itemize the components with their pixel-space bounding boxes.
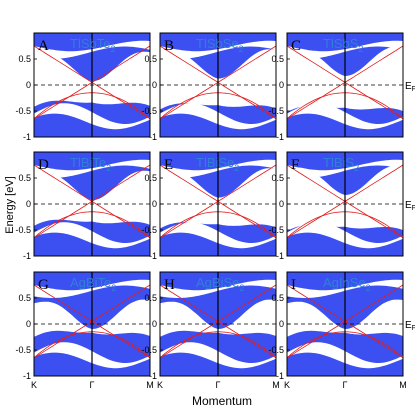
y-tick-label: -1: [149, 371, 157, 381]
y-tick-label: 0: [26, 319, 31, 329]
compound-title: TlBiSe2: [196, 155, 239, 173]
panel-label: E: [164, 157, 173, 173]
panel-label: H: [164, 277, 175, 293]
compound-title: TlBiTe2: [70, 155, 111, 173]
y-tick-label: 0: [152, 319, 157, 329]
y-tick-label: -0.5: [15, 225, 31, 235]
y-tick-label: 0: [279, 319, 284, 329]
fermi-level-label: EF: [405, 81, 415, 93]
fermi-level-subscript: F: [412, 325, 415, 332]
y-tick-label: -1: [149, 251, 157, 261]
panel-a: 0.5 0 -0.5 -1 A TlSbTe2: [15, 32, 151, 142]
panel-label: F: [291, 157, 299, 173]
y-tick-label: -0.5: [268, 345, 284, 355]
y-tick-label: -0.5: [15, 345, 31, 355]
panel-label: C: [291, 38, 301, 54]
panel-h: 0.5 0 -0.5 -1 H AgBiSe2 K Γ M: [141, 271, 280, 390]
y-tick-label: 0.5: [18, 173, 31, 183]
y-tick-label: -1: [276, 371, 284, 381]
fermi-level-subscript: F: [412, 205, 415, 212]
panel-label: A: [38, 38, 49, 54]
compound-subscript: 2: [354, 163, 359, 173]
fermi-level-label: EF: [405, 320, 415, 332]
compound-subscript: 2: [110, 44, 115, 54]
panel-label: B: [164, 38, 174, 54]
y-tick-label: 0.5: [271, 54, 284, 64]
y-tick-label: -1: [276, 132, 284, 142]
y-tick-label: -0.5: [141, 106, 157, 116]
fermi-level-label: EF: [405, 200, 415, 212]
y-tick-label: -0.5: [141, 225, 157, 235]
y-tick-label: 0.5: [144, 293, 157, 303]
compound-title: AgBiSe2: [196, 275, 244, 293]
compound-subscript: 2: [239, 283, 244, 293]
panel-c: 0.5 0 -0.5 -1 C TlSbS2 EF: [268, 32, 415, 142]
k-point-label: M: [146, 380, 154, 390]
panel-label: I: [291, 277, 296, 293]
compound-title: AgBiTe2: [70, 275, 116, 293]
compound-title: TlSbS2: [323, 36, 363, 54]
compound-subscript: 2: [366, 283, 371, 293]
panel-e: 0.5 0 -0.5 -1 E TlBiSe2: [141, 151, 277, 261]
x-axis-label: Momentum: [192, 394, 252, 408]
k-point-label: Γ: [90, 380, 95, 390]
panel-d: 0.5 0 -0.5 -1 D TlBiTe2: [15, 151, 151, 261]
k-point-label: Γ: [216, 380, 221, 390]
compound-subscript: 2: [106, 163, 111, 173]
compound-title: AgInSe2: [323, 275, 371, 293]
y-tick-label: 0.5: [271, 173, 284, 183]
compound-title: TlBiS2: [323, 155, 359, 173]
compound-title: TlSbSe2: [196, 36, 244, 54]
y-tick-label: -0.5: [268, 106, 284, 116]
y-tick-label: 0.5: [18, 54, 31, 64]
y-tick-label: 0: [152, 199, 157, 209]
y-tick-label: 0.5: [271, 293, 284, 303]
y-tick-label: 0.5: [144, 54, 157, 64]
y-tick-label: 0: [279, 199, 284, 209]
y-tick-label: -0.5: [141, 345, 157, 355]
y-tick-label: -1: [276, 251, 284, 261]
panel-f: 0.5 0 -0.5 -1 F TlBiS2 EF: [268, 151, 415, 261]
k-point-label: Γ: [343, 380, 348, 390]
y-tick-label: 0: [279, 80, 284, 90]
y-tick-label: -1: [23, 251, 31, 261]
y-tick-label: -0.5: [268, 225, 284, 235]
compound-subscript: 2: [111, 283, 116, 293]
y-tick-label: 0: [26, 199, 31, 209]
k-point-label: K: [31, 380, 37, 390]
k-point-label: M: [399, 380, 407, 390]
panel-label: D: [38, 157, 49, 173]
y-tick-label: 0.5: [18, 293, 31, 303]
y-tick-label: 0.5: [144, 173, 157, 183]
panel-i: 0.5 0 -0.5 -1 I AgInSe2 EF K Γ M: [268, 271, 415, 390]
k-point-label: K: [157, 380, 163, 390]
y-tick-label: -0.5: [15, 106, 31, 116]
compound-subscript: 2: [358, 44, 363, 54]
k-point-label: K: [284, 380, 290, 390]
y-axis-label: Energy [eV]: [4, 176, 16, 233]
compound-subscript: 2: [239, 44, 244, 54]
y-tick-label: -1: [23, 371, 31, 381]
panel-g: 0.5 0 -0.5 -1 G AgBiTe2 K Γ M: [15, 271, 154, 390]
fermi-level-subscript: F: [412, 86, 415, 93]
k-point-label: M: [272, 380, 280, 390]
y-tick-label: 0: [26, 80, 31, 90]
y-tick-label: -1: [23, 132, 31, 142]
panel-b: 0.5 0 -0.5 -1 B TlSbSe2: [141, 32, 277, 142]
compound-title: TlSbTe2: [70, 36, 115, 54]
y-tick-label: 0: [152, 80, 157, 90]
panel-label: G: [38, 277, 49, 293]
compound-subscript: 2: [234, 163, 239, 173]
y-tick-label: -1: [149, 132, 157, 142]
